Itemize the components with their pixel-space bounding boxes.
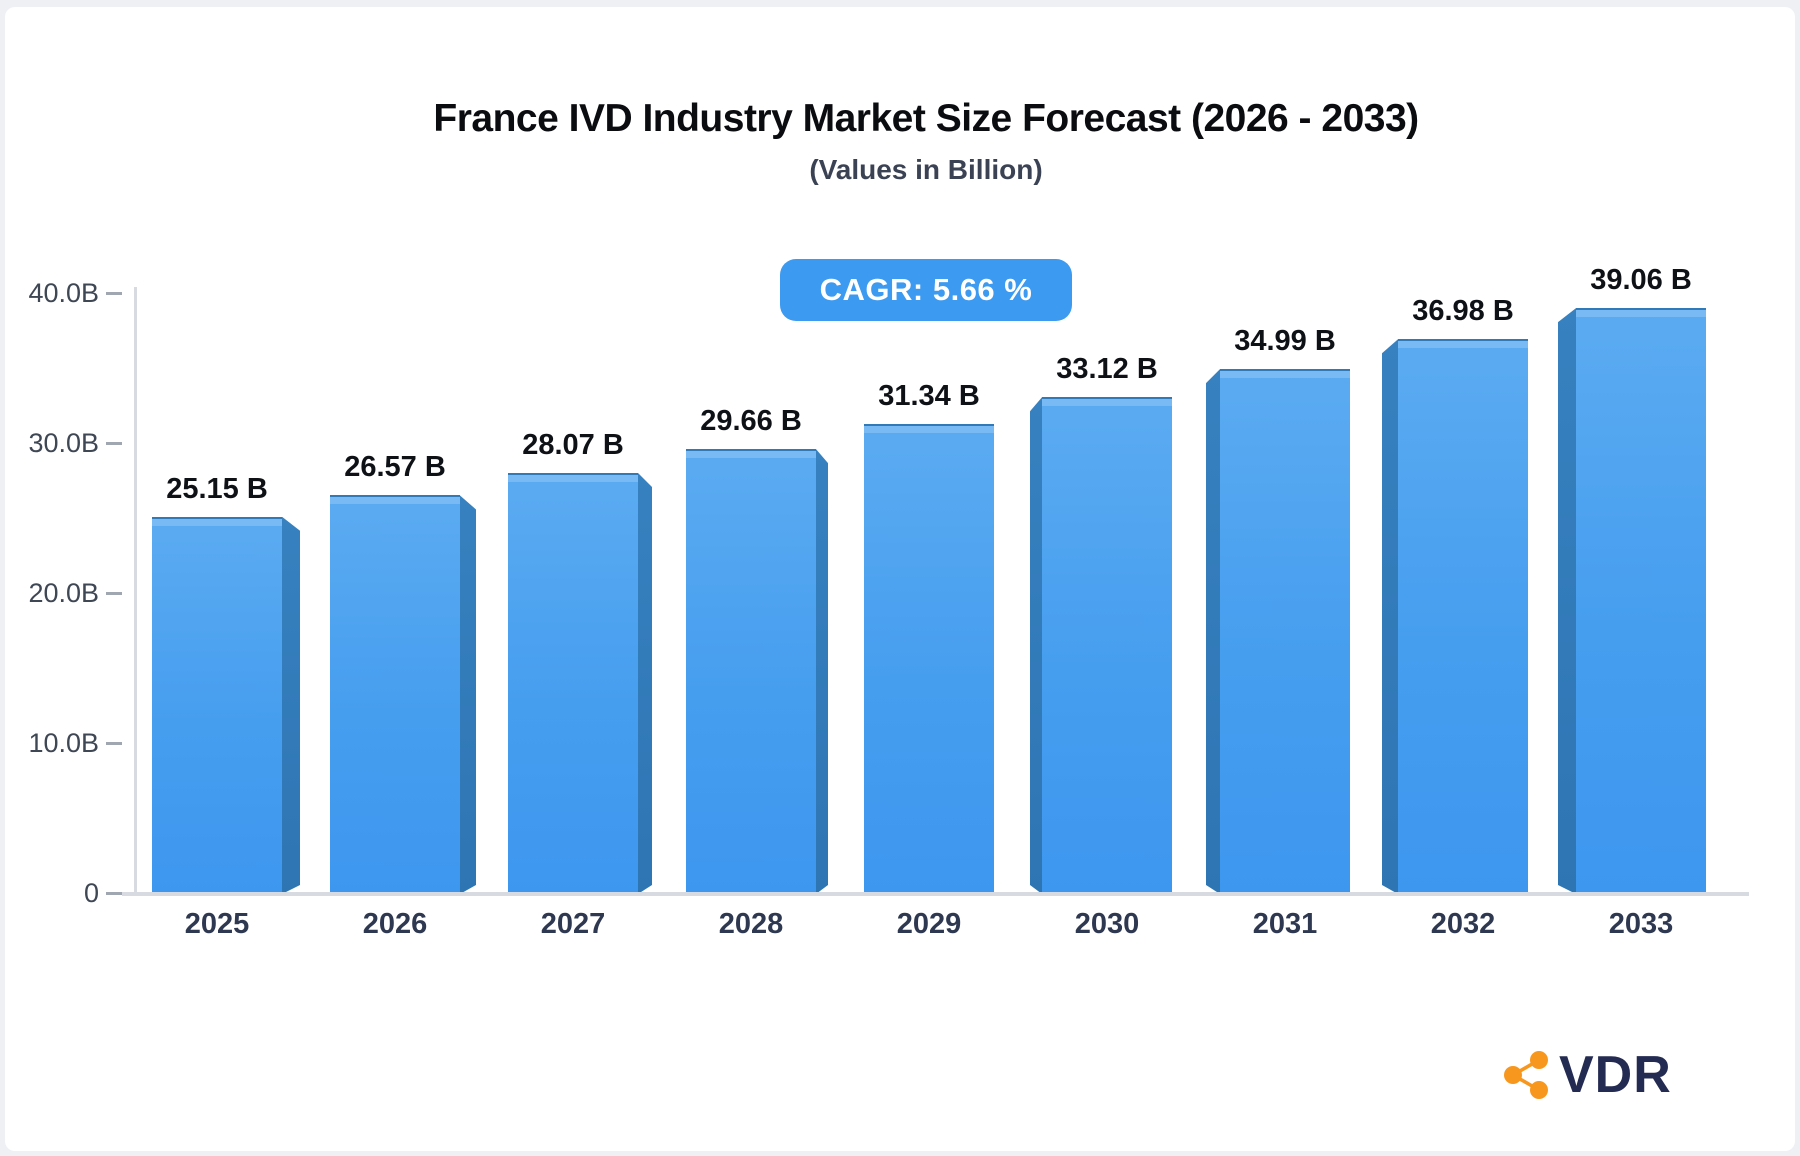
bar-top-face	[330, 495, 460, 505]
x-axis-label-2033: 2033	[1608, 908, 1674, 940]
y-tick-mark	[106, 592, 122, 595]
x-axis-line	[122, 892, 1749, 896]
bar-2029	[864, 423, 994, 894]
y-tick-label: 40.0B	[28, 278, 99, 308]
y-tick-label: 30.0B	[28, 428, 99, 458]
bar-2026	[330, 495, 460, 894]
bar-value-label: 36.98 B	[1412, 295, 1514, 328]
bar-3d-side-2032	[1382, 339, 1398, 894]
bar-3d-side-2030	[1030, 397, 1042, 894]
bar-chart-plot: 40.0B 30.0B 20.0B 10.0B 0 25.15 B 26.57 B 28.07…	[5, 7, 1795, 1151]
bar-2033	[1576, 308, 1706, 894]
bar-2031	[1220, 369, 1350, 894]
x-axis-label-2030: 2030	[1074, 908, 1140, 940]
bar-top-face	[1398, 339, 1528, 349]
y-axis-line	[134, 287, 137, 895]
bar-value-label: 29.66 B	[700, 405, 802, 438]
bar-3d-side-2027	[638, 473, 652, 894]
chart-subtitle: (Values in Billion)	[809, 154, 1043, 185]
bar-2028	[686, 449, 816, 894]
cagr-badge-label: CAGR: 5.66 %	[779, 259, 1073, 321]
bar-value-label: 26.57 B	[344, 451, 446, 484]
x-axis-label-2028: 2028	[718, 908, 784, 940]
bar-top-face	[508, 472, 638, 482]
bar-top-face	[1042, 397, 1172, 407]
bar-2032	[1398, 339, 1528, 894]
brand-logo: VDR	[1499, 1045, 1672, 1105]
x-axis-label-2026: 2026	[362, 908, 428, 940]
share-network-icon	[1504, 1051, 1548, 1099]
x-axis-label-2025: 2025	[184, 908, 250, 940]
brand-logo-text: VDR	[1559, 1046, 1672, 1104]
chart-title: France IVD Industry Market Size Forecast…	[433, 97, 1419, 140]
y-tick-mark	[106, 742, 122, 745]
y-tick-label: 20.0B	[28, 578, 99, 608]
x-axis-label-2031: 2031	[1252, 908, 1318, 940]
y-tick-mark	[106, 892, 122, 895]
bar-value-label: 31.34 B	[878, 379, 980, 412]
bar-top-face	[1576, 308, 1706, 318]
bar-top-face	[686, 449, 816, 459]
bar-value-label: 39.06 B	[1590, 264, 1692, 297]
bar-3d-side-2028	[816, 449, 828, 894]
bar-value-label: 33.12 B	[1056, 353, 1158, 386]
x-axis-label-2027: 2027	[540, 908, 606, 940]
bar-value-label: 34.99 B	[1234, 325, 1336, 358]
bar-value-label: 28.07 B	[522, 428, 624, 461]
chart-card: France IVD Industry Market Size Forecast…	[5, 7, 1795, 1151]
bar-3d-side-2031	[1206, 369, 1220, 894]
bar-2027	[508, 472, 638, 894]
y-tick-label: 10.0B	[28, 728, 99, 758]
bar-3d-side-2026	[460, 495, 476, 894]
bar-top-face	[1220, 369, 1350, 379]
y-tick-mark	[106, 292, 122, 295]
y-tick-mark	[106, 442, 122, 445]
bar-2025	[152, 516, 282, 894]
bar-3d-side-2025	[282, 517, 300, 894]
bar-top-face	[152, 516, 282, 526]
bar-top-face	[864, 423, 994, 433]
x-axis-label-2032: 2032	[1430, 908, 1496, 940]
y-tick-label: 0	[83, 878, 99, 908]
bar-value-label: 25.15 B	[166, 472, 268, 505]
bar-2030	[1042, 397, 1172, 894]
x-axis-label-2029: 2029	[896, 908, 962, 940]
bar-3d-side-2033	[1558, 308, 1576, 894]
